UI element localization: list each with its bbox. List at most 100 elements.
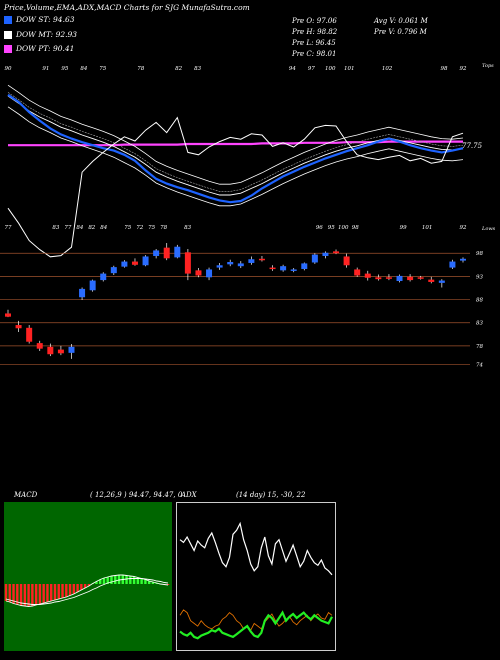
candle-body	[301, 263, 308, 269]
candle-body	[100, 273, 107, 281]
candle-body	[258, 258, 265, 261]
macd-bar	[129, 576, 132, 584]
macd-bar	[136, 577, 140, 584]
candle-body	[163, 247, 170, 259]
tick-label: 72	[136, 225, 143, 231]
tick-label: 98	[441, 66, 448, 72]
macd-line	[5, 578, 169, 605]
macd-bar	[8, 584, 11, 602]
adx-lines	[179, 521, 333, 640]
macd-title: MACD	[14, 491, 38, 499]
macd-bar	[95, 581, 98, 584]
candle-body	[248, 259, 255, 263]
adx-panel	[176, 502, 336, 651]
macd-bar	[87, 584, 91, 586]
tick-label: 92	[460, 225, 467, 231]
candlesticks	[5, 243, 466, 359]
tick-label: 83	[184, 225, 191, 231]
tick-label: 100	[338, 225, 349, 231]
price-grid-lines	[0, 252, 470, 365]
candle-body	[26, 327, 33, 342]
macd-background	[4, 502, 172, 651]
candle-body	[5, 313, 11, 317]
legend-swatch	[4, 15, 12, 24]
macd-bar	[19, 584, 23, 606]
macd-params: ( 12,26,9 ) 94.47, 94.47, 0	[90, 491, 183, 499]
lows-label: Lows	[481, 226, 496, 232]
macd-bar	[53, 584, 57, 600]
macd-bar	[140, 578, 143, 584]
tick-label: 84	[100, 225, 107, 231]
candle-body	[15, 325, 22, 329]
tick-label: 84	[80, 66, 87, 72]
tick-label: 97	[308, 66, 315, 72]
macd-bar	[42, 584, 45, 603]
tick-label: 101	[344, 66, 355, 72]
price-tick-label: 93	[476, 274, 483, 280]
legend-swatch	[4, 30, 12, 39]
candle-body	[110, 267, 117, 274]
tick-label: 100	[325, 66, 336, 72]
top-tick-labels: 90 91 95 84 75 78 82 83 94 97 100 101 102 98 92	[5, 66, 467, 72]
adx-params: (14 day) 15, -30, 22	[236, 491, 306, 499]
candle-body	[354, 269, 361, 276]
candle-body	[375, 277, 382, 280]
price-chart: 90 91 95 84 75 78 82 83 94 97 100 101 102 98 92 Tops 7…	[0, 63, 496, 368]
tick-label: 77	[5, 225, 12, 231]
macd-bar	[38, 584, 42, 604]
tick-label: 90	[5, 66, 12, 72]
legend-label: DOW MT: 92.93	[16, 30, 78, 39]
tick-label: 99	[400, 225, 407, 231]
macd-bar	[155, 583, 158, 584]
price-tick-labels: 98 93 88 83 78 74	[476, 251, 483, 368]
candle-body	[206, 269, 213, 278]
tick-label: 98	[352, 225, 359, 231]
candle-body	[417, 277, 424, 279]
candle-body	[438, 280, 445, 283]
price-tick-label: 98	[476, 251, 483, 257]
tick-label: 83	[52, 225, 59, 231]
candle-body	[174, 246, 181, 258]
tick-label: 83	[194, 66, 201, 72]
candle-body	[36, 343, 43, 349]
macd-bar	[106, 577, 109, 584]
macd-bar	[98, 579, 102, 584]
tops-label: Tops	[482, 63, 494, 69]
macd-bar	[117, 575, 121, 584]
macd-bar	[132, 576, 136, 584]
macd-bar	[102, 578, 106, 584]
tick-label: 75	[148, 225, 155, 231]
tick-label: 84	[76, 225, 83, 231]
candle-body	[47, 346, 54, 355]
ema-magenta-line	[8, 140, 463, 147]
tick-label: 94	[289, 66, 296, 72]
candle-body	[153, 250, 160, 256]
candle-body	[227, 262, 234, 265]
macd-bar	[72, 584, 76, 594]
macd-bar	[151, 582, 155, 584]
macd-bar	[31, 584, 34, 606]
macd-panel	[4, 502, 172, 651]
tick-label: 91	[42, 66, 49, 72]
price-tick-label: 78	[476, 344, 483, 350]
macd-bar	[114, 575, 117, 584]
candle-body	[311, 254, 318, 263]
candle-body	[396, 275, 403, 282]
candle-body	[184, 252, 191, 274]
candle-body	[89, 280, 96, 291]
low-tick-labels: 77 83 77 84 82 84 75 72 75 78 83 96 95 100 98 99 101 92	[5, 225, 467, 231]
stat-close: Pre C: 98.01	[292, 50, 337, 58]
macd-bar	[110, 576, 113, 584]
candle-body	[460, 258, 466, 261]
macd-bar	[83, 584, 87, 588]
stat-avg-volume: Avg V: 0.061 M	[374, 17, 428, 25]
stat-high: Pre H: 98.82	[292, 28, 338, 36]
ema-value-label: 77.75	[462, 142, 483, 150]
candle-body	[216, 265, 223, 268]
tick-label: 77	[64, 225, 71, 231]
stat-low: Pre L: 96.45	[292, 39, 336, 47]
tick-label: 75	[124, 225, 131, 231]
macd-bar	[68, 584, 72, 596]
macd-bar	[65, 584, 68, 597]
macd-bar	[27, 584, 30, 607]
